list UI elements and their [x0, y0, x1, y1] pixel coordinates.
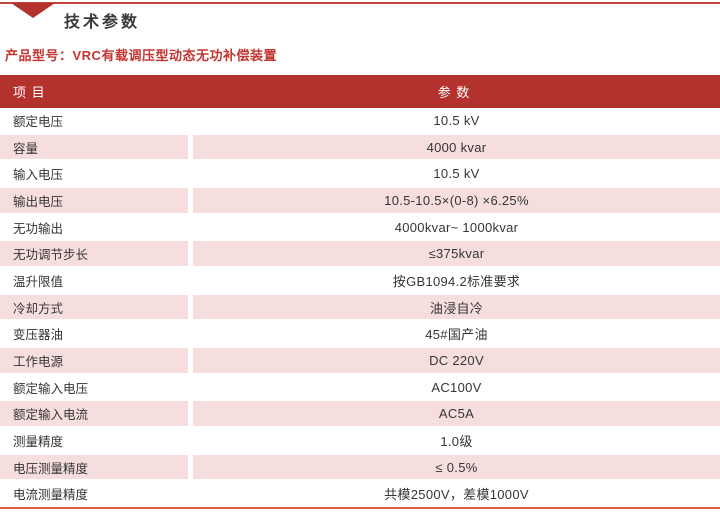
row-param-value: AC100V [431, 379, 482, 395]
row-param-value: DC 220V [193, 348, 720, 373]
row-param-value: ≤375kvar [193, 241, 720, 267]
row-item-label: 电压测量精度 [0, 454, 188, 480]
bottom-accent-line [0, 507, 720, 509]
table-row: 电压测量精度 ≤ 0.5% [0, 454, 720, 482]
table-body: 额定电压 10.5 kV 容量 4000 kvar 输入电压 10.5 kV 输出电压 10.… [0, 108, 720, 508]
row-param-value: 10.5 kV [433, 166, 480, 182]
table-row: 无功输出 4000kvar~ 1000kvar [0, 215, 720, 242]
row-item-label: 额定输入电流 [0, 401, 188, 427]
row-item-label: 工作电源 [0, 348, 188, 373]
section-title: 技术参数 [64, 14, 141, 31]
table-header-item: 项 目 [13, 85, 46, 100]
row-item-label: 电流测量精度 [13, 488, 89, 503]
row-param-value: 共模2500V，差模1000V [384, 487, 529, 503]
row-item-label: 无功调节步长 [0, 241, 188, 267]
table-row: 无功调节步长 ≤375kvar [0, 241, 720, 268]
table-header-row: 项 目 参 数 [0, 75, 720, 108]
row-param-value: 1.0级 [440, 433, 473, 449]
table-row: 额定输入电流 AC5A [0, 401, 720, 428]
row-param-value: 10.5 kV [433, 112, 480, 128]
spec-table: 项 目 参 数 额定电压 10.5 kV 容量 4000 kvar 输入电压 10.5 k… [0, 75, 720, 508]
row-param-value: 45#国产油 [425, 327, 488, 343]
table-row: 额定电压 10.5 kV [0, 108, 720, 135]
row-item-label: 冷却方式 [0, 294, 188, 320]
table-row: 输入电压 10.5 kV [0, 161, 720, 188]
row-item-label: 额定输入电压 [13, 381, 89, 396]
row-param-value: 10.5-10.5×(0-8) ×6.25% [193, 188, 720, 213]
table-row: 额定输入电压 AC100V [0, 375, 720, 402]
table-row: 测量精度 1.0级 [0, 428, 720, 455]
row-param-value: 按GB1094.2标准要求 [392, 273, 521, 289]
row-item-label: 输出电压 [0, 188, 188, 213]
table-row: 工作电源 DC 220V [0, 348, 720, 375]
ribbon-triangle-icon [11, 3, 55, 18]
top-accent-line [0, 2, 720, 4]
row-item-label: 测量精度 [13, 434, 64, 449]
row-item-label: 额定电压 [13, 114, 64, 129]
row-param-value: 油浸自冷 [193, 294, 720, 320]
row-item-label: 容量 [0, 134, 188, 160]
row-param-value: 4000 kvar [193, 134, 720, 160]
row-param-value: 4000kvar~ 1000kvar [394, 219, 519, 235]
table-row: 电流测量精度 共模2500V，差模1000V [0, 481, 720, 508]
table-row: 输出电压 10.5-10.5×(0-8) ×6.25% [0, 188, 720, 215]
row-item-label: 无功输出 [13, 221, 64, 236]
row-param-value: AC5A [193, 401, 720, 427]
row-param-value: ≤ 0.5% [193, 454, 720, 480]
table-row: 冷却方式 油浸自冷 [0, 294, 720, 322]
row-item-label: 变压器油 [13, 328, 64, 343]
table-row: 温升限值 按GB1094.2标准要求 [0, 268, 720, 295]
product-model-label: 产品型号：VRC有载调压型动态无功补偿装置 [5, 48, 277, 63]
row-item-label: 输入电压 [13, 168, 64, 183]
table-row: 容量 4000 kvar [0, 134, 720, 162]
table-header-param: 参 数 [437, 85, 471, 100]
row-item-label: 温升限值 [13, 274, 64, 289]
table-row: 变压器油 45#国产油 [0, 321, 720, 348]
